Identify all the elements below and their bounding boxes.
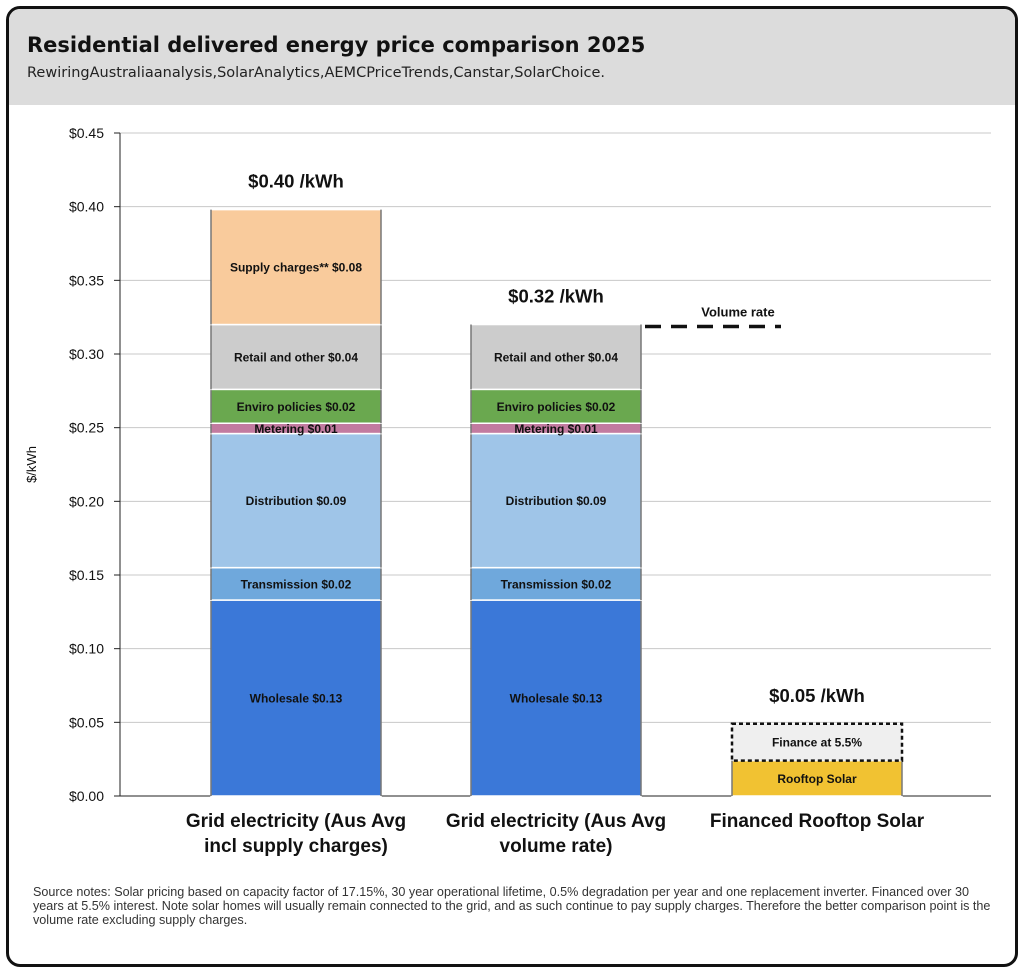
segment-label: Wholesale $0.13: [250, 692, 343, 706]
bar-segment: [470, 566, 642, 601]
bar-segment: [730, 722, 904, 762]
bar-total-label: $0.40 /kWh: [248, 171, 344, 192]
y-tick-label: $0.20: [69, 493, 104, 509]
y-tick-label: $0.10: [69, 641, 104, 657]
x-category-label: Financed Rooftop Solar: [710, 811, 925, 832]
y-tick-label: $0.40: [69, 199, 104, 215]
chart-header: Residential delivered energy price compa…: [9, 9, 1015, 105]
segment-label: Transmission $0.02: [241, 577, 352, 591]
y-tick-label: $0.45: [69, 125, 104, 141]
x-category-label: volume rate): [500, 836, 613, 857]
chart-title: Residential delivered energy price compa…: [27, 33, 646, 57]
x-category-label: incl supply charges): [204, 836, 388, 857]
segment-label: Retail and other $0.04: [494, 350, 618, 364]
chart-subtitle: RewiringAustraliaanalysis,SolarAnalytics…: [27, 65, 605, 81]
bar-segment: [210, 432, 382, 569]
chart-frame: Residential delivered energy price compa…: [6, 6, 1018, 967]
segment-label: Retail and other $0.04: [234, 350, 358, 364]
x-category-label: Grid electricity (Aus Avg: [446, 811, 666, 832]
bar-total-label: $0.05 /kWh: [769, 685, 865, 706]
y-tick-label: $0.30: [69, 346, 104, 362]
segment-label: Metering $0.01: [254, 422, 338, 436]
segment-label: Distribution $0.09: [246, 494, 347, 508]
y-tick-label: $0.05: [69, 714, 104, 730]
segment-label: Rooftop Solar: [777, 772, 857, 786]
y-axis-label: $/kWh: [24, 446, 39, 483]
source-notes: Source notes: Solar pricing based on cap…: [33, 885, 991, 927]
bar-segment: [470, 388, 642, 424]
bar-segment: [210, 566, 382, 601]
y-tick-label: $0.35: [69, 272, 104, 288]
segment-label: Transmission $0.02: [501, 577, 612, 591]
y-tick-label: $0.25: [69, 420, 104, 436]
y-tick-label: $0.00: [69, 788, 104, 804]
x-category-label: Grid electricity (Aus Avg: [186, 811, 406, 832]
segment-label: Distribution $0.09: [506, 494, 607, 508]
bar-segment: [470, 432, 642, 569]
segment-label: Finance at 5.5%: [772, 736, 862, 750]
bar-total-label: $0.32 /kWh: [508, 286, 604, 307]
segment-label: Supply charges** $0.08: [230, 261, 362, 275]
volume-rate-label: Volume rate: [701, 305, 774, 320]
segment-label: Metering $0.01: [514, 422, 598, 436]
segment-label: Wholesale $0.13: [510, 692, 603, 706]
segment-label: Enviro policies $0.02: [237, 400, 356, 414]
bar-segment: [210, 599, 382, 797]
bar-segment: [731, 759, 903, 797]
y-tick-label: $0.15: [69, 567, 104, 583]
segment-label: Enviro policies $0.02: [497, 400, 616, 414]
